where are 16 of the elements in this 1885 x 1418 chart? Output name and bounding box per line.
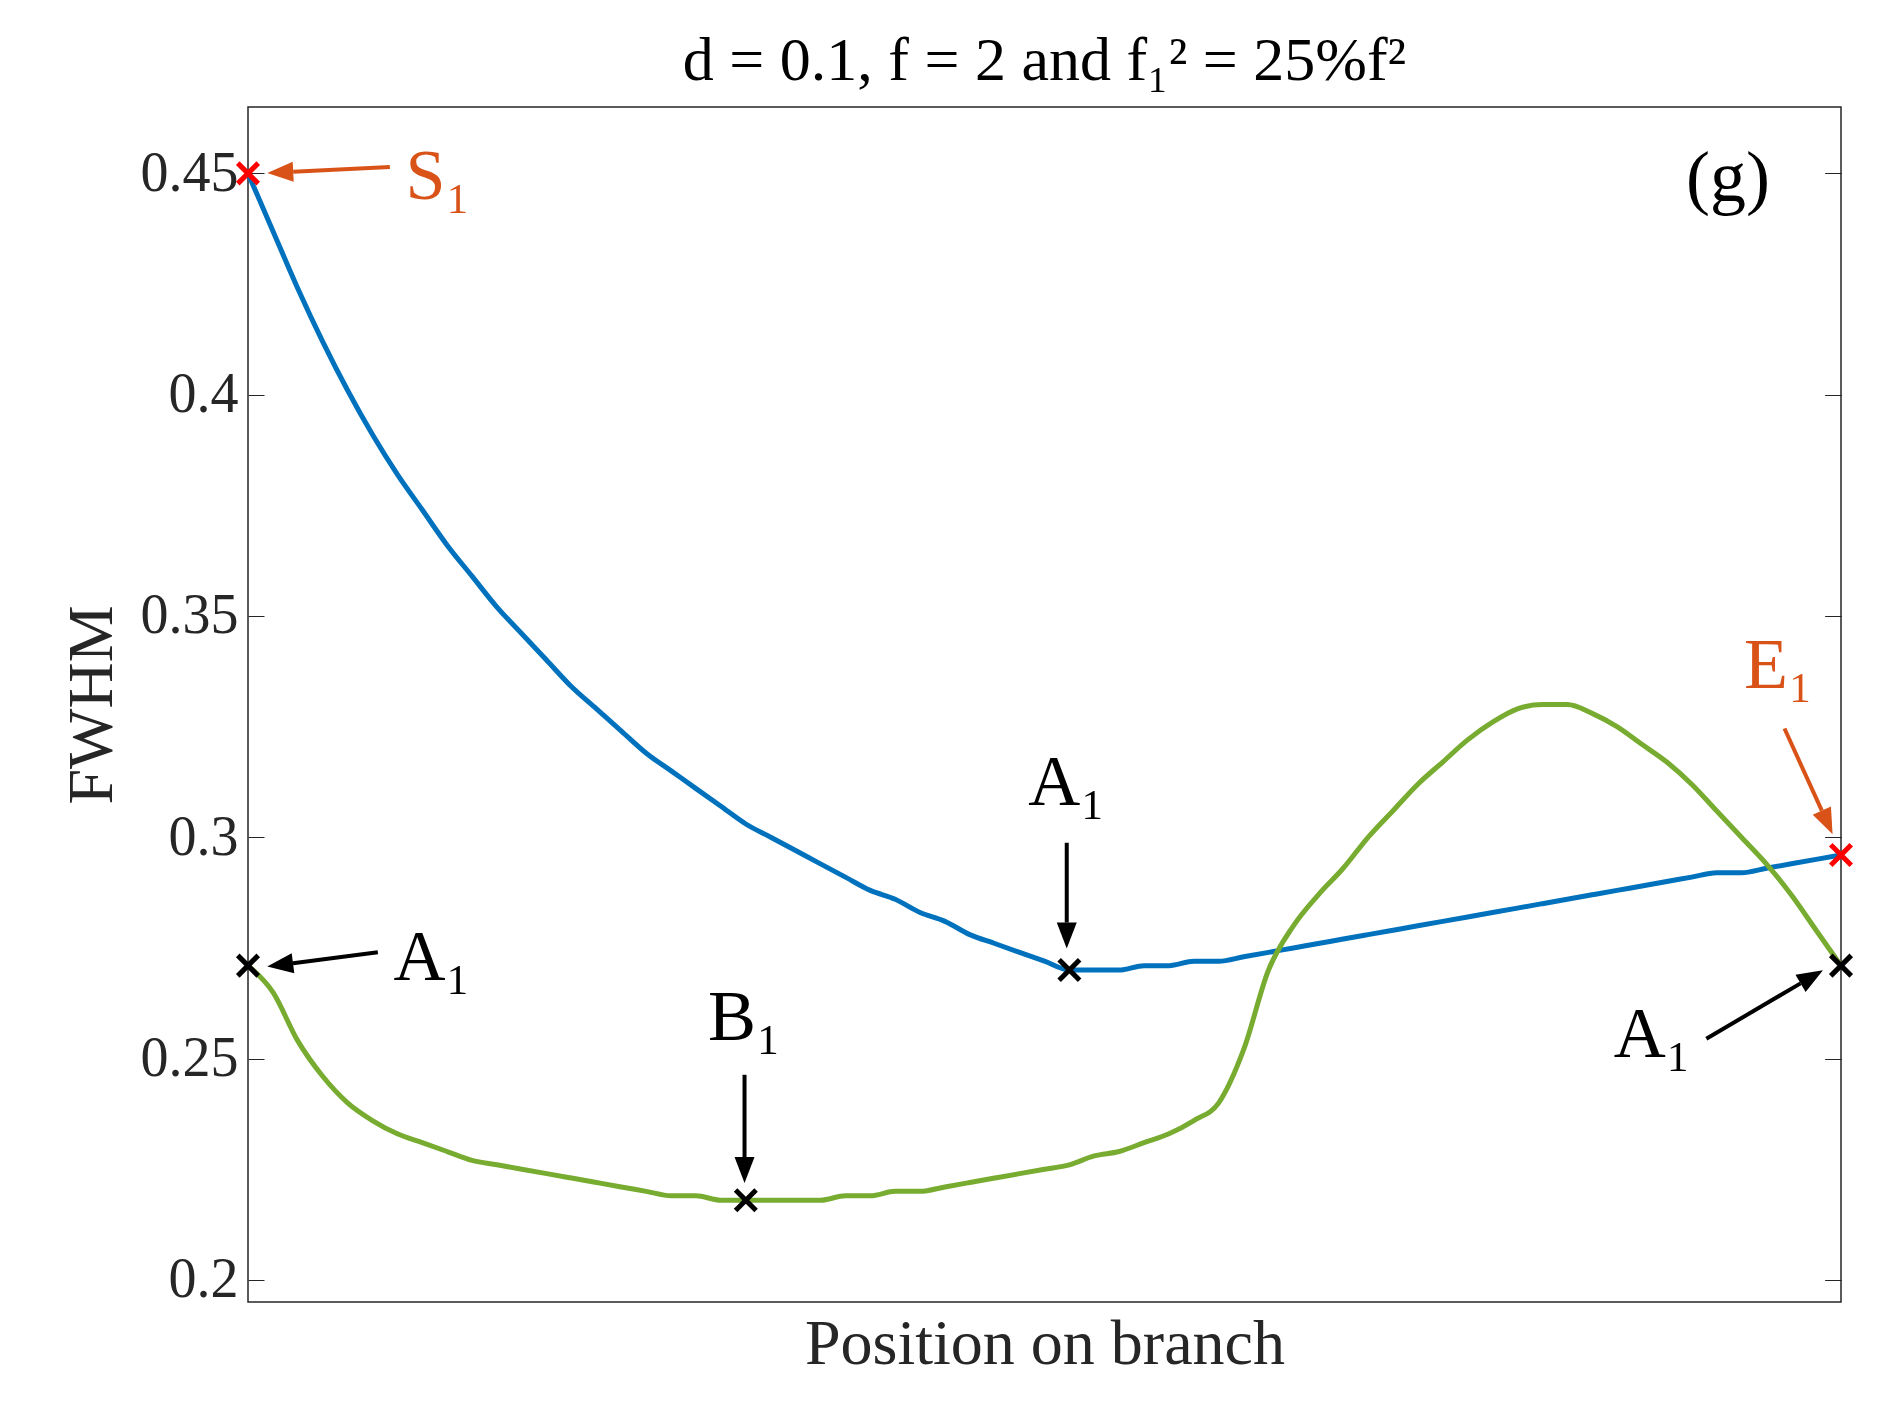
y-axis-title: FWHM — [54, 605, 126, 805]
annotation: E₁ — [1743, 624, 1814, 705]
annotation: (g) — [1686, 137, 1770, 218]
x-axis-title: Position on branch — [805, 1306, 1285, 1378]
annotation: S₁ — [405, 134, 471, 215]
y-tick-label: 0.45 — [140, 140, 239, 203]
y-tick-label: 0.2 — [168, 1247, 239, 1310]
y-tick-label: 0.35 — [140, 583, 239, 646]
annotation: A₁ — [1028, 740, 1106, 821]
annotation: B₁ — [707, 976, 782, 1057]
y-tick-label: 0.25 — [140, 1026, 239, 1089]
chart-title: d = 0.1, f = 2 and f₁² = 25%f² — [682, 25, 1407, 93]
annotation: A₁ — [1613, 993, 1691, 1074]
y-tick-label: 0.3 — [168, 804, 239, 867]
y-tick-label: 0.4 — [168, 362, 239, 425]
annotation: A₁ — [393, 916, 471, 997]
